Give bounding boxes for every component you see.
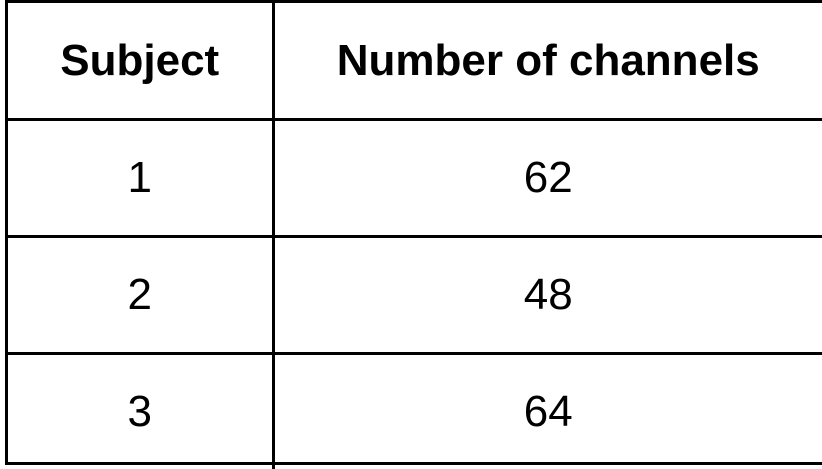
cell-number-of-channels: 64: [273, 354, 822, 469]
cell-subject: 2: [8, 237, 273, 354]
column-header-subject: Subject: [8, 3, 273, 120]
cell-number-of-channels: 48: [273, 237, 822, 354]
column-header-number-of-channels: Number of channels: [273, 3, 822, 120]
channels-table-container: Subject Number of channels 1 62 2 48 3 6…: [5, 0, 822, 465]
table-row: 1 62: [8, 120, 822, 237]
table-row: 3 64: [8, 354, 822, 469]
cell-subject: 3: [8, 354, 273, 469]
table-header-row: Subject Number of channels: [8, 3, 822, 120]
table-row: 2 48: [8, 237, 822, 354]
channels-table: Subject Number of channels 1 62 2 48 3 6…: [8, 3, 822, 469]
cell-subject: 1: [8, 120, 273, 237]
cell-number-of-channels: 62: [273, 120, 822, 237]
